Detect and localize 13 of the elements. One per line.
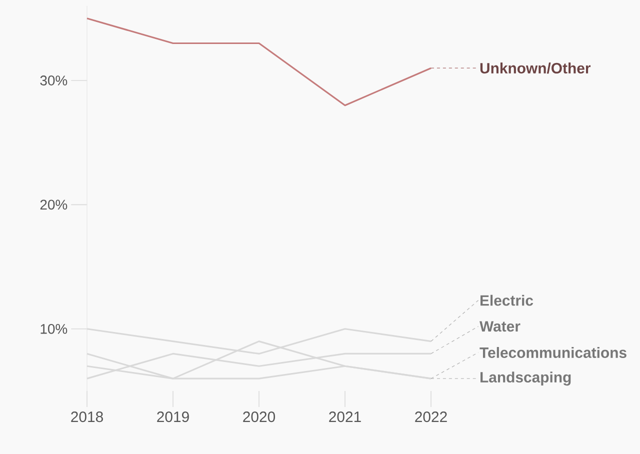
text: Unknown/Other	[480, 62, 591, 74]
y-tick-label: 30%	[40, 76, 68, 86]
y-tick-label: 20%	[40, 200, 68, 210]
text: Telecommunications	[480, 347, 626, 358]
x-tick-label: 2022	[415, 412, 447, 422]
x-tick-label: 2021	[329, 412, 361, 422]
text: Water	[480, 321, 520, 332]
x-tick-label: 2020	[243, 412, 276, 422]
x-tick-label: 2019	[157, 412, 189, 422]
y-tick-label: 10%	[40, 324, 68, 334]
text: Landscaping	[480, 372, 571, 386]
x-tick-label: 2018	[71, 412, 103, 422]
text: Electric	[480, 294, 534, 306]
